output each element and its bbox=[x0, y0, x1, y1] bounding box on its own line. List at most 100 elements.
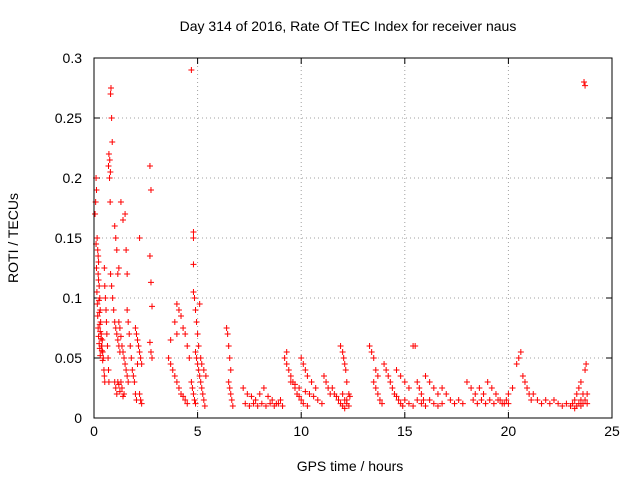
data-point bbox=[476, 385, 483, 391]
data-point bbox=[109, 295, 116, 301]
data-point bbox=[122, 361, 129, 367]
data-point bbox=[137, 355, 144, 361]
data-point bbox=[343, 379, 350, 385]
data-point bbox=[573, 391, 580, 397]
data-point bbox=[95, 271, 102, 277]
x-tick-label: 0 bbox=[90, 423, 98, 439]
data-point bbox=[275, 400, 282, 407]
data-point bbox=[447, 397, 454, 403]
data-point bbox=[175, 385, 182, 391]
data-point bbox=[254, 403, 261, 409]
data-point bbox=[499, 400, 506, 407]
data-point bbox=[202, 373, 209, 379]
data-point bbox=[265, 393, 272, 400]
data-point bbox=[559, 403, 566, 409]
data-point bbox=[310, 393, 317, 400]
data-point bbox=[118, 385, 125, 391]
data-point bbox=[250, 400, 257, 407]
data-point bbox=[368, 349, 375, 355]
data-point bbox=[468, 385, 475, 391]
data-point bbox=[201, 403, 208, 409]
axis-ticks: 0 5 10 15 20 25 0 0.05 0.1 0.15 0.2 0.25 0.3 bbox=[55, 50, 620, 439]
data-point bbox=[534, 397, 541, 403]
data-point bbox=[583, 361, 590, 367]
data-point bbox=[175, 307, 182, 313]
data-point bbox=[132, 325, 139, 331]
data-point bbox=[474, 400, 481, 407]
y-tick-label: 0 bbox=[74, 410, 82, 426]
data-point bbox=[472, 391, 479, 397]
x-tick-label: 15 bbox=[397, 423, 413, 439]
y-tick-label: 0.05 bbox=[55, 350, 82, 366]
data-point bbox=[117, 379, 124, 385]
data-point bbox=[575, 385, 582, 391]
data-point bbox=[277, 397, 284, 403]
data-point bbox=[521, 379, 528, 385]
data-point bbox=[488, 385, 495, 391]
y-tick-label: 0.3 bbox=[63, 50, 83, 66]
data-point bbox=[195, 343, 202, 349]
data-point bbox=[200, 397, 207, 403]
data-point bbox=[401, 397, 408, 403]
data-point bbox=[495, 397, 502, 403]
data-point bbox=[125, 379, 132, 385]
data-point bbox=[200, 367, 207, 373]
data-point bbox=[223, 325, 230, 331]
data-point bbox=[136, 391, 143, 397]
data-point bbox=[401, 379, 408, 385]
data-point bbox=[193, 319, 200, 325]
data-point bbox=[569, 400, 576, 407]
data-point bbox=[342, 367, 349, 373]
data-point bbox=[513, 361, 520, 367]
data-point bbox=[412, 343, 419, 349]
data-point bbox=[422, 373, 429, 379]
data-point bbox=[530, 391, 537, 397]
data-point bbox=[125, 319, 132, 325]
data-point bbox=[470, 397, 477, 403]
data-point bbox=[550, 397, 557, 403]
data-point bbox=[95, 253, 102, 259]
data-point bbox=[95, 325, 102, 331]
data-point bbox=[105, 355, 112, 361]
data-point bbox=[346, 393, 353, 400]
data-point bbox=[122, 211, 129, 217]
data-point bbox=[198, 385, 205, 391]
data-point bbox=[224, 331, 231, 337]
data-point bbox=[339, 391, 346, 397]
data-point bbox=[121, 391, 128, 397]
data-point bbox=[314, 397, 321, 403]
data-point bbox=[515, 355, 522, 361]
data-point bbox=[95, 277, 102, 283]
data-point bbox=[225, 343, 232, 349]
data-point bbox=[486, 397, 493, 403]
data-point bbox=[94, 247, 101, 253]
data-point bbox=[285, 367, 292, 373]
data-point bbox=[167, 361, 174, 367]
data-point bbox=[99, 349, 106, 355]
data-point bbox=[196, 373, 203, 379]
data-point bbox=[123, 367, 130, 373]
x-tick-label: 10 bbox=[293, 423, 309, 439]
data-point bbox=[184, 343, 191, 349]
data-point bbox=[374, 391, 381, 397]
data-point bbox=[505, 400, 512, 407]
data-point bbox=[190, 261, 197, 268]
data-point bbox=[190, 391, 197, 397]
data-point bbox=[381, 361, 388, 367]
data-point bbox=[405, 400, 412, 407]
data-point bbox=[244, 391, 251, 397]
data-point bbox=[198, 361, 205, 367]
data-point bbox=[137, 397, 144, 403]
data-point bbox=[94, 313, 101, 319]
data-point bbox=[133, 331, 140, 337]
data-point bbox=[116, 388, 123, 395]
data-point bbox=[96, 283, 103, 289]
data-point bbox=[112, 385, 119, 391]
data-point bbox=[528, 397, 535, 403]
data-point bbox=[171, 319, 178, 325]
data-point bbox=[385, 373, 392, 379]
data-point bbox=[227, 367, 234, 373]
data-point bbox=[584, 400, 591, 407]
data-point bbox=[420, 397, 427, 403]
data-point bbox=[312, 385, 319, 391]
